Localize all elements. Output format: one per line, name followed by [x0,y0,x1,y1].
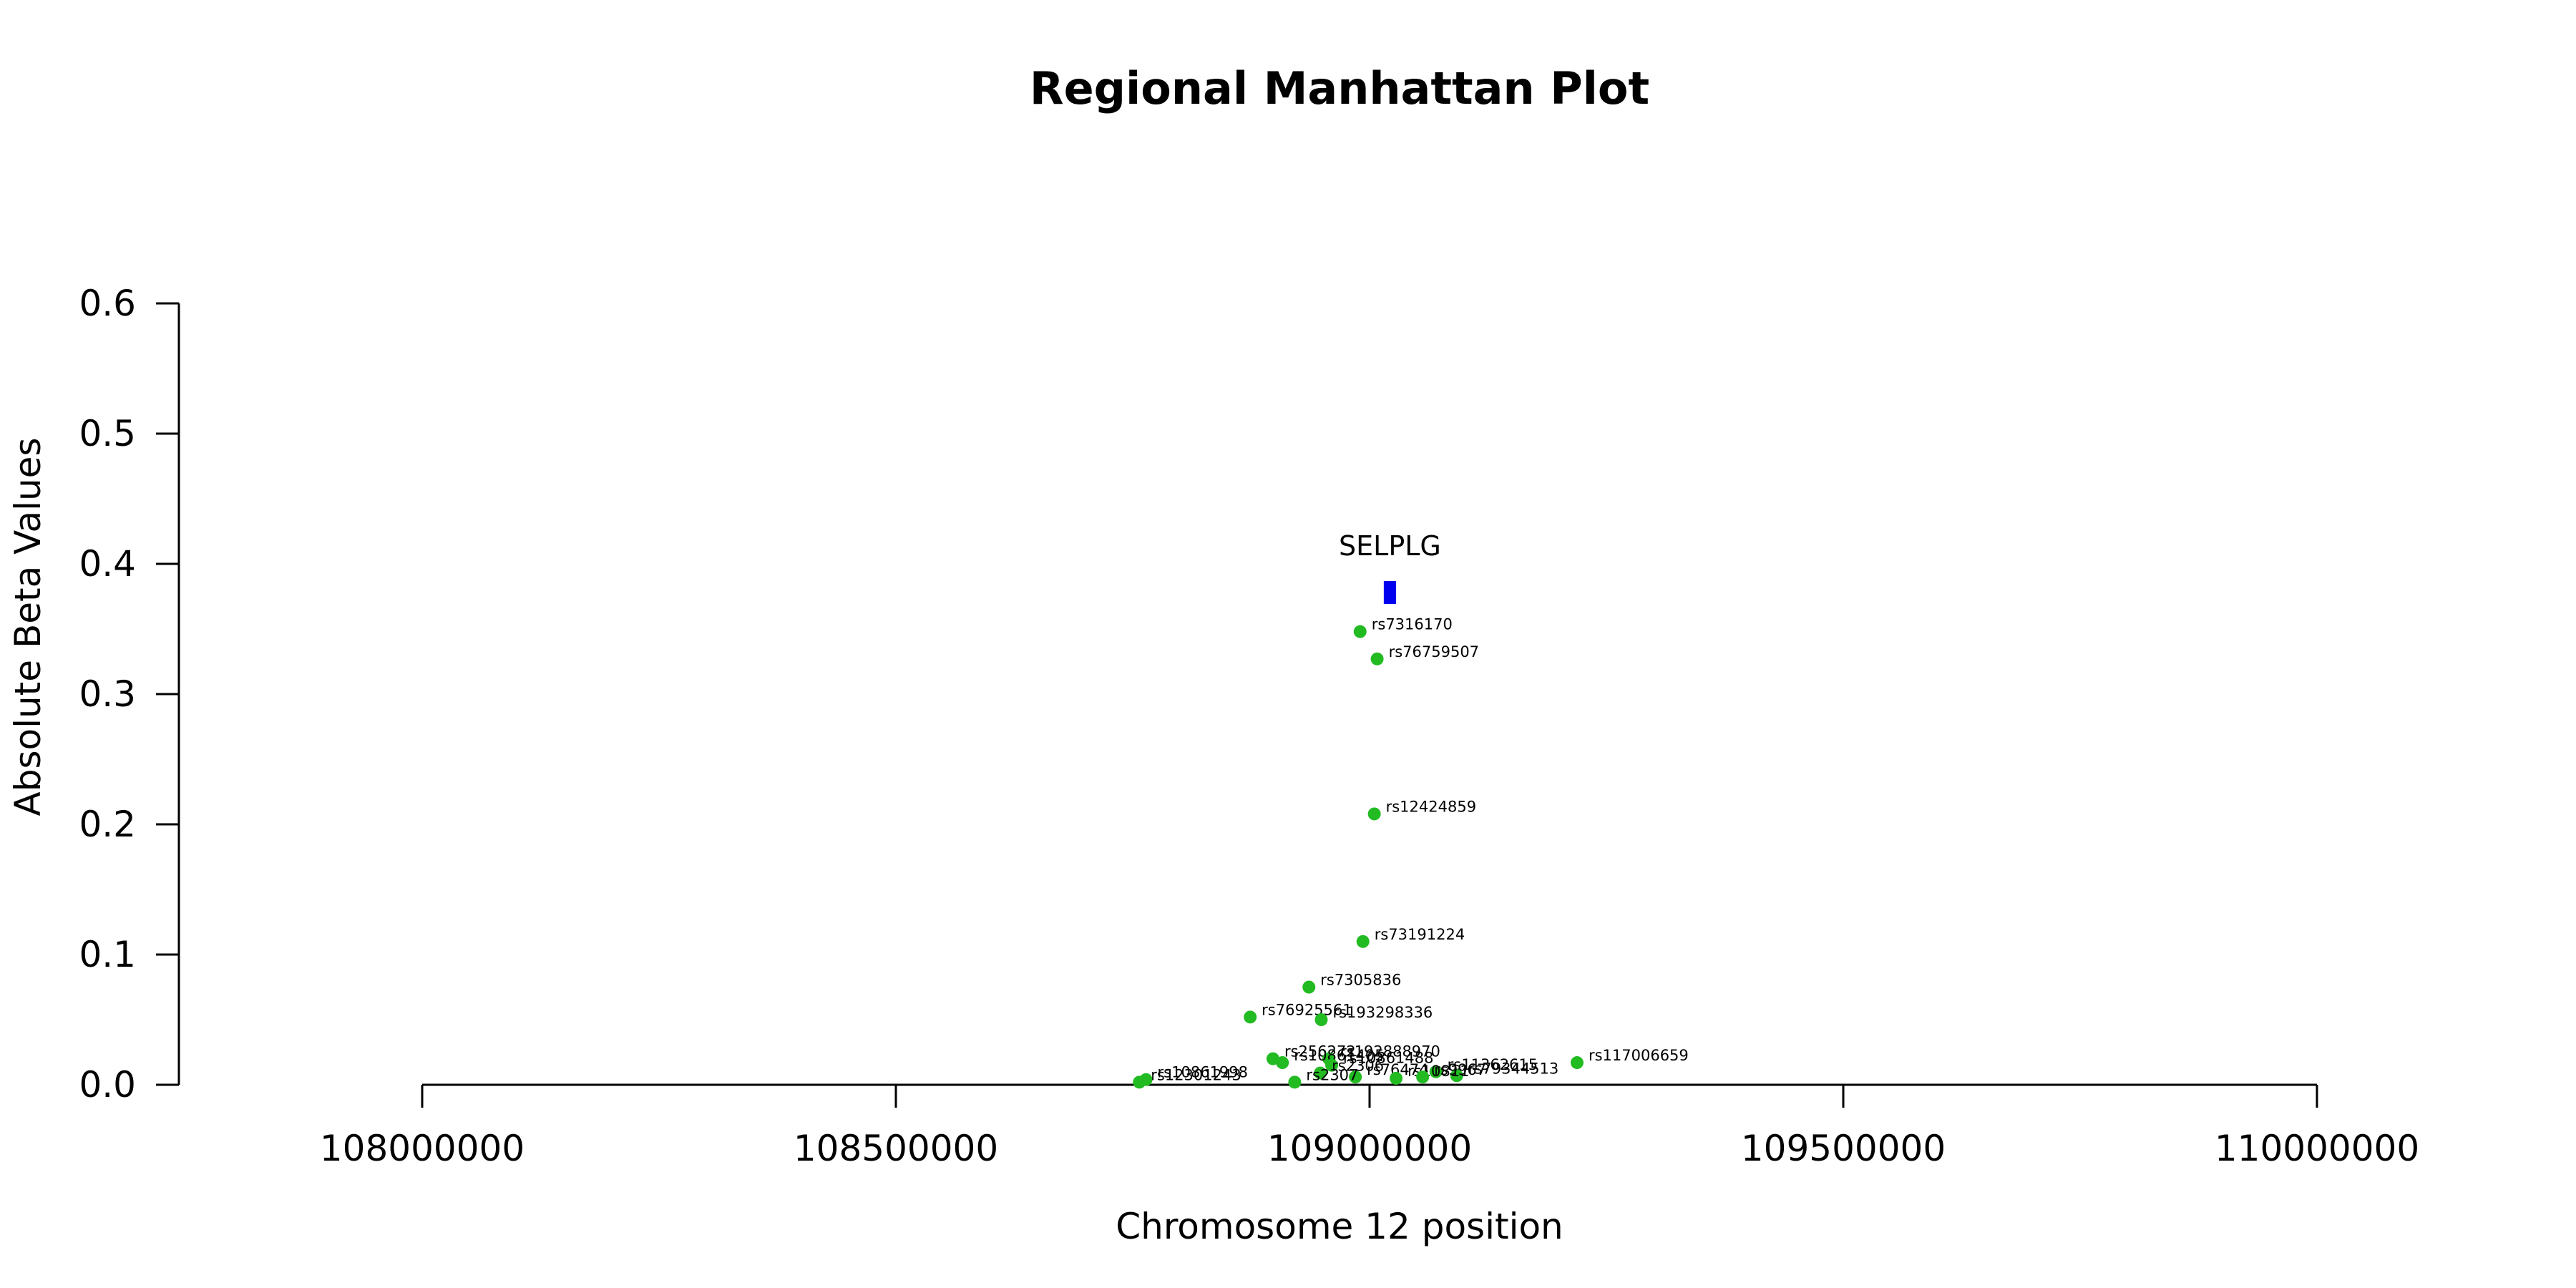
x-tick-label: 110000000 [2215,1128,2419,1169]
snp-label: rs76925561 [1262,1001,1352,1018]
snp-label: rs192888970 [1340,1043,1440,1060]
snp-point [1367,807,1381,821]
snp-point [1349,1070,1362,1084]
snp-point [1302,980,1316,994]
snp-point [1133,1075,1146,1089]
snp-point [1429,1065,1443,1078]
snp-label: rs2307 [1306,1066,1358,1083]
snp-label: rs73191224 [1375,926,1465,943]
y-tick-label: 0.5 [79,413,136,454]
snp-label: rs7316170 [1372,616,1453,633]
snp-point [1353,625,1367,638]
x-axis-label: Chromosome 12 position [1116,1206,1563,1247]
y-tick-label: 0.4 [79,543,136,585]
snp-point [1314,1013,1328,1026]
snp-point [1314,1066,1327,1080]
y-tick-label: 0.0 [79,1064,136,1106]
snp-point [1390,1071,1403,1085]
chart-title: Regional Manhattan Plot [1030,62,1649,114]
y-axis-label: Absolute Beta Values [7,438,49,816]
snp-point [1416,1070,1430,1084]
snp-label: rs193298336 [1332,1004,1433,1021]
x-tick-label: 109000000 [1267,1128,1472,1169]
snp-point [1244,1010,1257,1024]
gene-track: SELPLG [1339,530,1441,605]
snp-label: rs256272 [1284,1043,1356,1060]
x-tick-label: 108000000 [320,1128,525,1169]
y-tick-label: 0.1 [79,934,136,975]
gene-label: SELPLG [1339,530,1441,562]
snp-label: rs7305836 [1320,972,1401,989]
snp-label: rs117006659 [1589,1047,1689,1064]
snp-label: rs9967 [1434,1061,1486,1078]
snp-point [1570,1056,1584,1070]
snp-point [1276,1056,1289,1070]
y-tick-label: 0.2 [79,804,136,845]
snp-label: rs79344513 [1468,1060,1558,1077]
snp-point [1288,1075,1302,1089]
y-tick-label: 0.6 [79,283,136,324]
snp-label: rs76759507 [1389,643,1479,660]
snp-point [1450,1069,1463,1083]
snp-label: rs12424859 [1386,798,1476,815]
snp-label: rs10861998 [1158,1064,1248,1081]
snp-points: rs7316170 rs76759507 rs12424859 rs73191224 r… [1133,616,1689,1089]
axes: 0.0 0.1 0.2 0.3 0.4 0.5 0.6 108000000 108500000 1… [79,283,2419,1169]
gene-box [1383,581,1397,605]
snp-label: rs12301243 [1151,1066,1241,1083]
snp-label: rs10861488 [1343,1050,1433,1067]
snp-point [1325,1058,1339,1072]
snp-point [1356,935,1370,948]
snp-label: rs10861405 [1294,1047,1384,1064]
y-tick-label: 0.3 [79,673,136,715]
snp-label: rs11362615 [1448,1056,1538,1073]
snp-point [1370,652,1384,665]
x-tick-label: 109500000 [1741,1128,1946,1169]
x-tick-label: 108500000 [794,1128,998,1169]
